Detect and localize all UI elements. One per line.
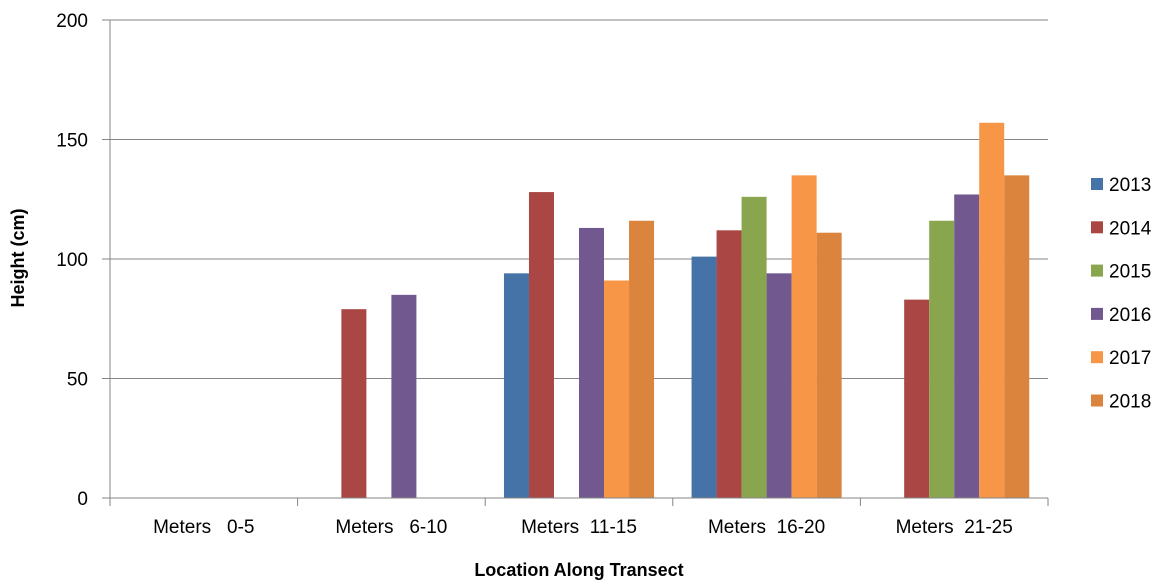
legend-label: 2013 (1109, 175, 1151, 196)
y-tick-label: 200 (56, 11, 88, 32)
bar-2014-3 (528, 192, 554, 498)
legend: 2013 2014 2015 2016 2017 2018 (1091, 175, 1152, 413)
bar-2013-4 (691, 256, 717, 498)
bar-2015-5 (929, 220, 955, 498)
bar-2014-2 (341, 309, 367, 498)
bar-2018-4 (816, 232, 842, 498)
legend-swatch (1091, 221, 1103, 234)
bar-2018-3 (629, 220, 655, 498)
axes (109, 20, 1049, 506)
bar-2017-3 (604, 280, 630, 498)
x-tick-label: Meters 16-20 (708, 517, 825, 538)
legend-swatch (1091, 351, 1103, 364)
bar-2016-3 (579, 227, 605, 498)
x-tick-labels: Meters 0-5 Meters 6-10 Meters 11-15 Meters … (153, 517, 1013, 538)
y-tick-label: 50 (67, 370, 88, 391)
legend-label: 2017 (1109, 348, 1151, 369)
y-tick-label: 100 (56, 250, 88, 271)
x-axis-title: Location Along Transect (474, 560, 683, 580)
y-tick-label: 150 (56, 131, 88, 152)
bar-2017-4 (791, 175, 817, 498)
legend-label: 2018 (1109, 392, 1151, 413)
bar-2018-5 (1004, 175, 1030, 498)
legend-label: 2014 (1109, 218, 1152, 239)
bar-2017-5 (979, 122, 1005, 499)
legend-swatch (1091, 178, 1103, 190)
bar-2014-4 (716, 230, 742, 498)
legend-label: 2016 (1109, 305, 1151, 326)
x-tick-label: Meters 11-15 (521, 517, 637, 538)
bar-2013-3 (503, 273, 529, 498)
y-tick-labels: 0 50 100 150 200 (56, 11, 88, 510)
x-tick-label: Meters 21-25 (896, 517, 1013, 538)
y-tick-label: 0 (77, 489, 88, 510)
bar-2014-5 (904, 299, 930, 498)
bars (341, 122, 1030, 499)
bar-2016-2 (391, 294, 417, 498)
x-tick-label: Meters 0-5 (153, 517, 254, 538)
legend-swatch (1091, 264, 1103, 277)
legend-label: 2015 (1109, 262, 1151, 283)
x-tick-label: Meters 6-10 (335, 517, 447, 538)
legend-swatch (1091, 307, 1103, 320)
y-axis-title: Height (cm) (8, 208, 28, 307)
legend-swatch (1091, 394, 1103, 407)
bar-2015-4 (741, 196, 767, 499)
bar-2016-4 (766, 273, 792, 498)
bar-2016-5 (954, 194, 980, 498)
